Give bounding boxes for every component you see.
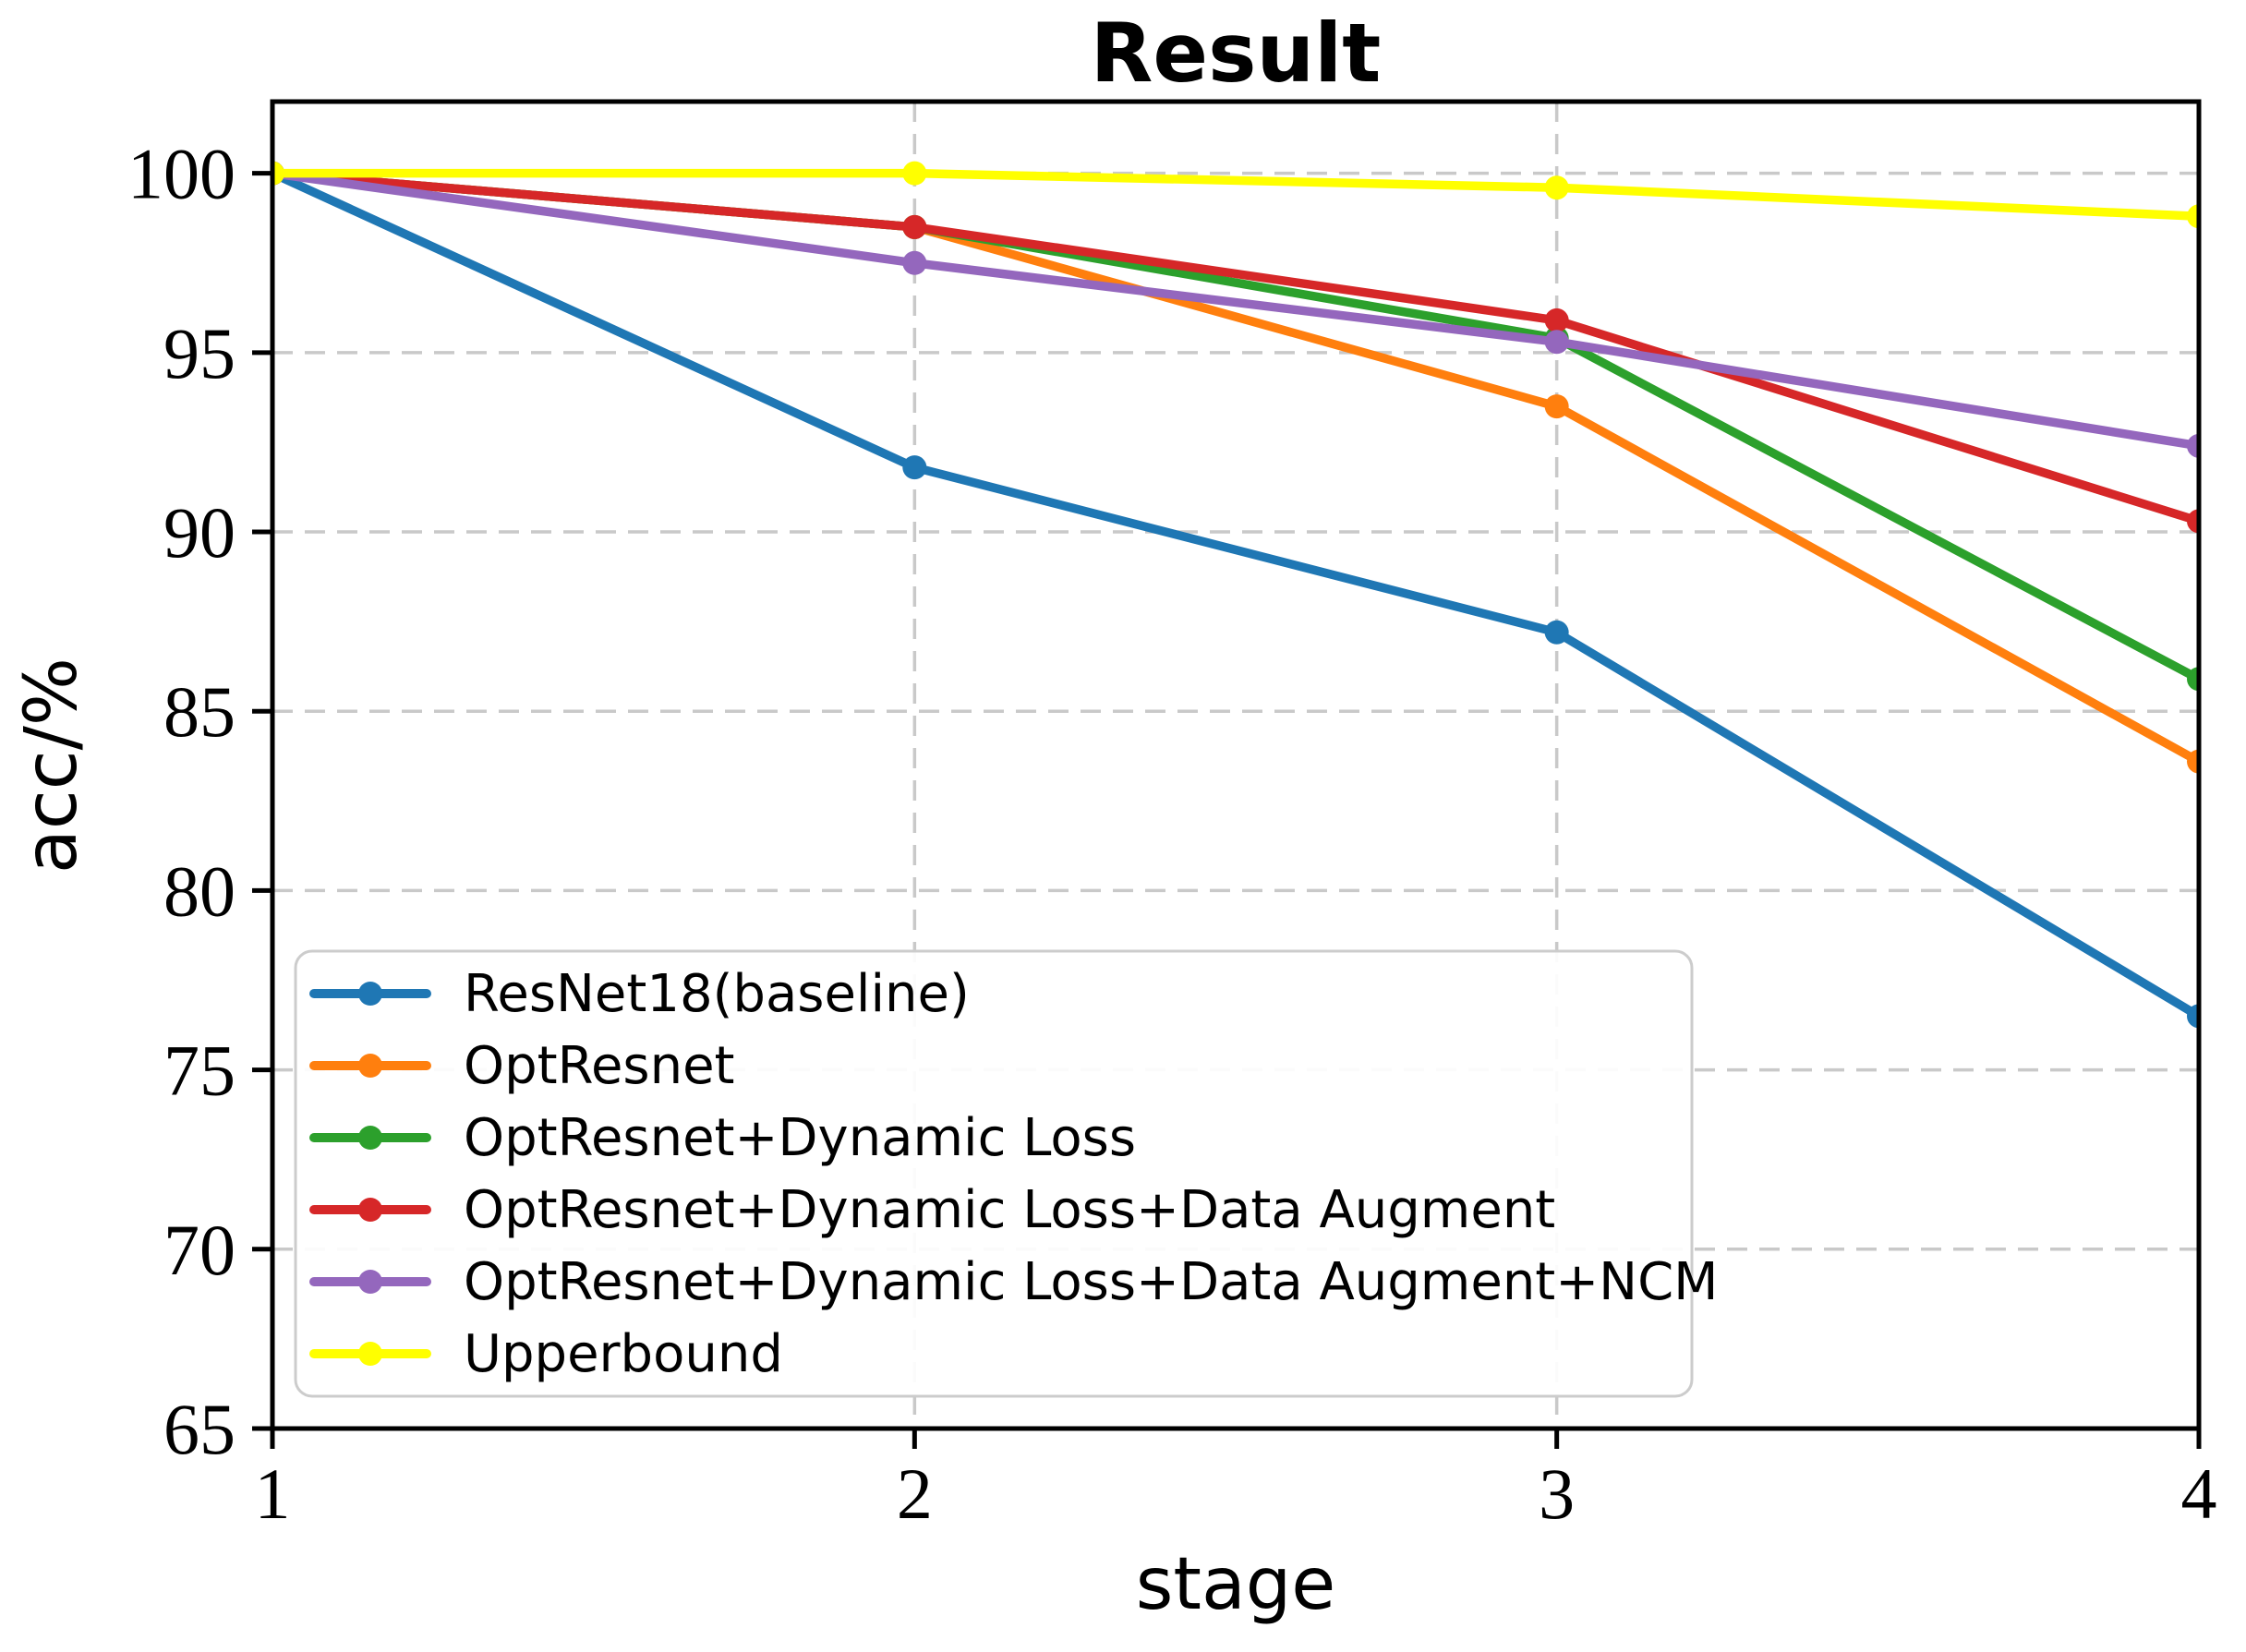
series-optresnet <box>272 161 2199 774</box>
data-point-optresnet-dynamic-loss-stage-4 <box>2187 667 2199 692</box>
data-point-resnet18-baseline-stage-3 <box>1544 620 1569 645</box>
legend-sample-marker <box>358 1126 382 1150</box>
legend-label-resnet18-baseline: ResNet18(baseline) <box>464 964 970 1024</box>
data-point-resnet18-baseline-stage-2 <box>902 455 927 480</box>
legend-item-resnet18-baseline: ResNet18(baseline) <box>309 964 970 1024</box>
data-point-optresnet-dynamic-loss-data-augment-ncm-stage-2 <box>902 250 927 275</box>
x-tick-label-4: 4 <box>2181 1453 2217 1534</box>
data-point-optresnet-dynamic-loss-data-augment-ncm-stage-3 <box>1544 330 1569 355</box>
x-tick-label-3: 3 <box>1539 1453 1575 1534</box>
series-group <box>272 161 2199 1029</box>
legend: ResNet18(baseline) OptResnet OptResnet+Dyn… <box>294 949 1719 1398</box>
x-axis-label: stage <box>1136 1543 1336 1626</box>
legend-label-optresnet-dynamic-loss: OptResnet+Dynamic Loss <box>464 1108 1136 1168</box>
y-tick-label-95: 95 <box>163 313 235 393</box>
data-point-optresnet-dynamic-loss-data-augment-ncm-stage-4 <box>2187 433 2199 458</box>
data-point-optresnet-stage-3 <box>1544 394 1569 419</box>
series-line-optresnet <box>272 168 2199 766</box>
series-optresnet-dynamic-loss-data-augment <box>272 161 2199 534</box>
y-tick-label-100: 100 <box>127 134 235 214</box>
data-point-upperbound-stage-4 <box>2187 204 2199 229</box>
x-tick-label-1: 1 <box>255 1453 291 1534</box>
data-point-upperbound-stage-1 <box>272 161 284 186</box>
series-line-resnet18-baseline <box>272 168 2199 1021</box>
legend-item-optresnet-dynamic-loss-data-augment: OptResnet+Dynamic Loss+Data Augment <box>309 1180 1555 1240</box>
legend-sample-marker <box>358 1198 382 1222</box>
series-optresnet-dynamic-loss <box>272 161 2199 692</box>
data-point-optresnet-stage-4 <box>2187 749 2199 774</box>
axis-ticks <box>252 171 2202 1449</box>
x-tick-label-2: 2 <box>897 1453 933 1534</box>
y-tick-label-65: 65 <box>163 1389 235 1469</box>
legend-sample-marker <box>358 1054 382 1078</box>
data-point-optresnet-dynamic-loss-data-augment-stage-4 <box>2187 509 2199 534</box>
legend-item-optresnet-dynamic-loss-data-augment-ncm: OptResnet+Dynamic Loss+Data Augment+NCM <box>309 1252 1719 1312</box>
y-tick-label-85: 85 <box>163 671 235 752</box>
legend-label-upperbound: Upperbound <box>464 1324 783 1384</box>
legend-label-optresnet-dynamic-loss-data-augment-ncm: OptResnet+Dynamic Loss+Data Augment+NCM <box>464 1252 1719 1312</box>
legend-item-upperbound: Upperbound <box>309 1324 783 1384</box>
series-line-optresnet-dynamic-loss-data-augment-ncm <box>272 168 2199 451</box>
chart-title: Result <box>1091 6 1382 101</box>
legend-box <box>294 949 1694 1398</box>
plot-border <box>270 99 2202 1431</box>
y-tick-label-70: 70 <box>163 1210 235 1290</box>
data-point-resnet18-baseline-stage-4 <box>2187 1004 2199 1029</box>
legend-sample-marker <box>358 1270 382 1294</box>
legend-sample-marker <box>358 1342 382 1366</box>
series-resnet18-baseline <box>272 161 2199 1029</box>
data-point-upperbound-stage-2 <box>902 161 927 186</box>
data-point-optresnet-dynamic-loss-data-augment-stage-3 <box>1544 307 1569 332</box>
data-point-optresnet-dynamic-loss-data-augment-stage-2 <box>902 214 927 239</box>
series-upperbound <box>272 161 2199 229</box>
tick-labels: 65 70 75 80 85 90 95 100 1 2 3 4 <box>127 134 2217 1534</box>
legend-item-optresnet: OptResnet <box>309 1036 735 1096</box>
series-line-upperbound <box>272 168 2199 222</box>
legend-label-optresnet: OptResnet <box>464 1036 735 1096</box>
legend-item-optresnet-dynamic-loss: OptResnet+Dynamic Loss <box>309 1108 1136 1168</box>
data-point-upperbound-stage-3 <box>1544 175 1569 200</box>
y-tick-label-90: 90 <box>163 492 235 573</box>
y-axis-label: acc/% <box>10 657 93 874</box>
legend-sample-marker <box>358 982 382 1006</box>
y-tick-label-80: 80 <box>163 850 235 931</box>
legend-label-optresnet-dynamic-loss-data-augment: OptResnet+Dynamic Loss+Data Augment <box>464 1180 1555 1240</box>
series-line-optresnet-dynamic-loss-data-augment <box>272 168 2199 526</box>
y-tick-label-75: 75 <box>163 1031 235 1111</box>
